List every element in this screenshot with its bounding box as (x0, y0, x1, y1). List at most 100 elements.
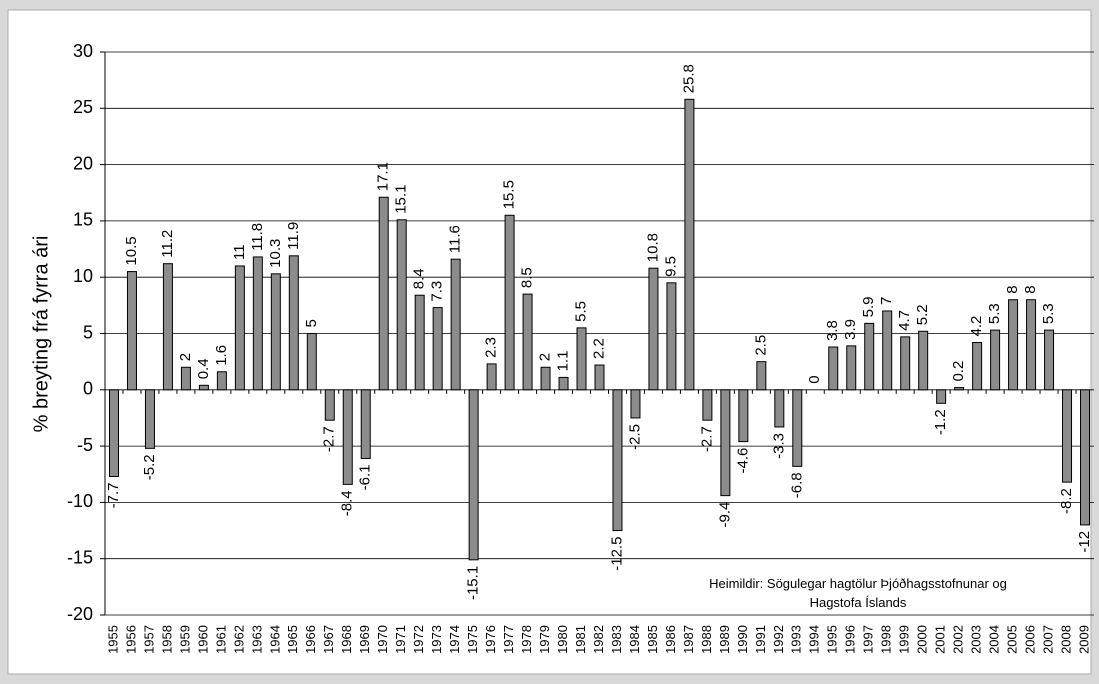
value-label: 2.5 (752, 335, 769, 356)
annotation: Heimildir: Sögulegar hagtölur Þjóðhagsst… (709, 576, 1007, 591)
y-tick-label: 25 (73, 97, 93, 117)
bar (486, 363, 497, 391)
bar (864, 322, 875, 391)
value-label: 1.6 (213, 345, 230, 366)
value-label: -12 (1076, 531, 1093, 553)
value-label: 5.3 (1040, 303, 1057, 324)
x-tick-label: 1984 (627, 625, 642, 654)
y-tick-label: 5 (83, 322, 93, 342)
value-label: 10.8 (644, 233, 661, 262)
x-tick-label: 1965 (285, 625, 300, 654)
value-label: 11.6 (447, 225, 464, 253)
x-tick-label: 1966 (303, 625, 318, 654)
y-tick-label: -15 (67, 547, 93, 567)
x-tick-label: 2007 (1040, 625, 1055, 654)
value-label: 17.1 (375, 162, 392, 191)
bar (648, 267, 659, 391)
bar (468, 389, 479, 561)
x-tick-label: 2001 (933, 625, 948, 654)
value-label: -15.1 (465, 566, 482, 600)
x-tick-label: 2002 (951, 625, 966, 654)
y-tick-label: 20 (73, 153, 93, 173)
value-label: 5.9 (860, 297, 877, 318)
bar (828, 346, 839, 391)
value-label: 0.2 (950, 361, 967, 382)
x-tick-label: 1980 (555, 625, 570, 654)
value-label: 5.2 (914, 304, 931, 325)
x-tick-label: 1993 (789, 625, 804, 654)
value-label: 9.5 (662, 256, 679, 277)
value-label: -7.7 (105, 483, 122, 509)
value-label: -8.2 (1058, 488, 1075, 514)
x-tick-label: 1989 (717, 625, 732, 654)
value-label: 15.5 (501, 180, 518, 209)
value-label: 8.4 (411, 268, 428, 289)
x-tick-label: 1971 (393, 625, 408, 654)
value-label: -2.7 (698, 426, 715, 452)
value-label: 2 (537, 353, 554, 361)
bar (1062, 389, 1073, 483)
y-tick-label: 15 (73, 210, 93, 230)
value-label: 5.3 (986, 303, 1003, 324)
bar (270, 273, 281, 391)
x-tick-label: 1961 (213, 625, 228, 654)
x-tick-label: 2008 (1058, 625, 1073, 654)
value-label: -9.4 (716, 502, 733, 528)
x-tick-label: 1977 (501, 625, 516, 654)
x-tick-label: 1959 (177, 625, 192, 654)
bar (216, 371, 227, 391)
x-tick-label: 1999 (897, 625, 912, 654)
bar (432, 307, 443, 391)
bar (756, 361, 767, 391)
value-label: -12.5 (608, 537, 625, 571)
value-label: 4.2 (968, 316, 985, 337)
chart-area (7, 9, 1092, 675)
bar (288, 255, 299, 391)
bar (450, 258, 461, 391)
bar (378, 196, 389, 391)
y-tick-label: -20 (67, 604, 93, 624)
bar (306, 333, 317, 391)
value-label: 0.4 (195, 358, 212, 379)
y-tick-label: 0 (83, 379, 93, 399)
bar (720, 389, 731, 497)
value-label: -3.3 (770, 433, 787, 459)
bar (126, 271, 137, 391)
value-label: 10.3 (267, 239, 284, 268)
bar (1008, 299, 1019, 391)
annotation: Hagstofa Íslands (810, 595, 907, 610)
value-label: -2.5 (626, 424, 643, 450)
value-label: 8 (1004, 285, 1021, 293)
bar (900, 336, 911, 391)
value-label: 2.3 (483, 337, 500, 358)
value-label: -6.8 (788, 472, 805, 498)
bar (522, 293, 533, 391)
value-label: 2 (177, 353, 194, 361)
bar (936, 389, 947, 404)
value-label: 3.9 (842, 319, 859, 340)
value-label: 10.5 (123, 236, 140, 265)
x-tick-label: 1982 (591, 625, 606, 654)
value-label: -8.4 (339, 490, 356, 516)
bar (342, 389, 353, 485)
bar (1026, 299, 1037, 391)
x-tick-label: 1991 (753, 625, 768, 654)
x-tick-label: 1981 (573, 625, 588, 654)
x-tick-label: 1997 (861, 625, 876, 654)
x-tick-label: 1958 (159, 625, 174, 654)
x-tick-label: 1986 (663, 625, 678, 654)
bar (144, 389, 155, 449)
value-label: -5.2 (141, 454, 158, 480)
value-label: -1.2 (932, 409, 949, 435)
bar (252, 256, 263, 391)
bar (180, 366, 191, 391)
x-tick-label: 1955 (105, 625, 120, 654)
x-tick-label: 1976 (483, 625, 498, 654)
x-tick-label: 1960 (195, 625, 210, 654)
bar (504, 214, 515, 391)
value-label: 5 (303, 319, 320, 327)
x-tick-label: 2003 (969, 625, 984, 654)
value-label: 25.8 (680, 64, 697, 93)
x-tick-label: 2006 (1023, 625, 1038, 654)
